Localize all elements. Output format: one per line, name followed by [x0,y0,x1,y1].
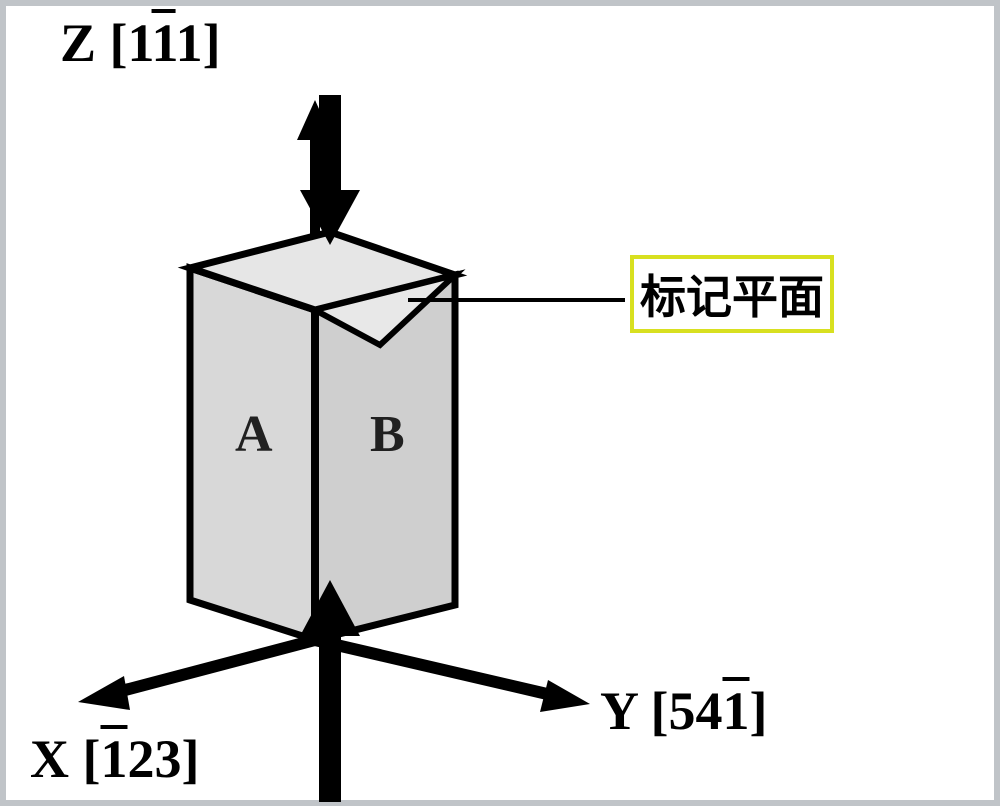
x-axis [78,640,315,710]
x-axis-label: X [123] [30,728,199,790]
z-label-suffix: 1] [176,13,221,73]
marker-plane-label: 标记平面 [630,255,834,333]
x-label-prefix: X [ [30,729,100,789]
y-label-prefix: Y [54 [600,681,722,741]
z-label-prefix: Z [1 [60,13,152,73]
diagram-canvas: { "viewport": { "width": 1000, "height":… [0,0,1000,806]
diagram-svg [0,0,1000,806]
z-label-bar: 1 [152,13,176,73]
y-label-suffix: ] [749,681,767,741]
y-label-bar: 1 [722,681,749,741]
face-B-label: B [370,405,405,464]
face-A-label: A [235,405,273,464]
x-label-suffix: 23] [127,729,199,789]
y-axis [315,640,590,712]
y-axis-label: Y [541] [600,680,767,742]
x-label-bar: 1 [100,729,127,789]
z-axis-label: Z [111] [60,12,221,74]
